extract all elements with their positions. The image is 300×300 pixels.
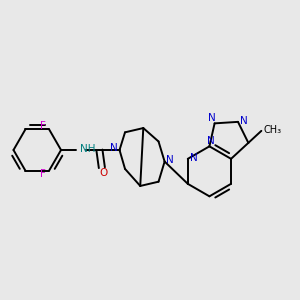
Text: N: N	[190, 153, 198, 163]
Text: NH: NH	[80, 144, 95, 154]
Text: N: N	[207, 136, 215, 146]
Text: N: N	[240, 116, 248, 126]
Text: CH₃: CH₃	[264, 125, 282, 135]
Text: N: N	[110, 143, 118, 154]
Text: O: O	[100, 168, 108, 178]
Text: F: F	[40, 122, 45, 131]
Text: F: F	[40, 169, 45, 179]
Text: N: N	[166, 155, 173, 165]
Text: N: N	[208, 113, 215, 124]
